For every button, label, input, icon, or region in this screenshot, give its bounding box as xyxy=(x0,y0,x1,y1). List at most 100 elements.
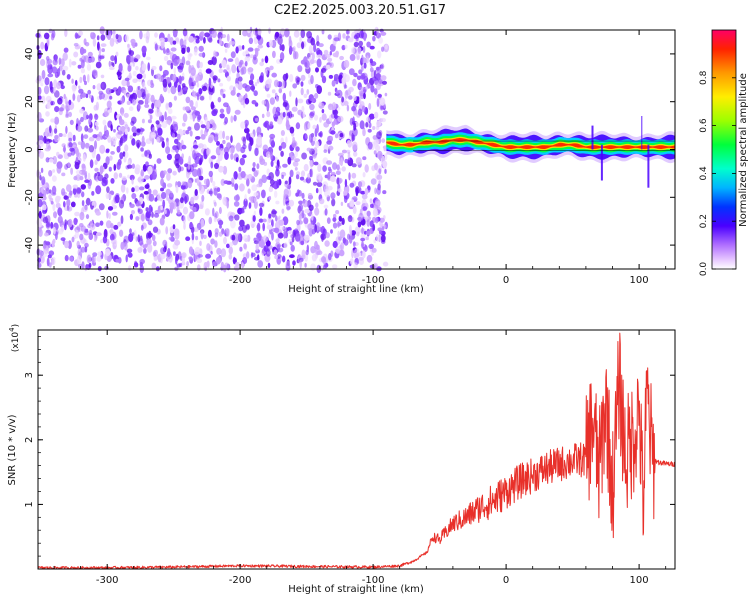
noise-speckle xyxy=(224,180,229,184)
noise-speckle xyxy=(310,246,315,253)
noise-speckle xyxy=(127,44,130,48)
noise-speckle xyxy=(222,197,226,206)
noise-speckle xyxy=(148,109,153,114)
noise-speckle xyxy=(263,235,268,242)
noise-speckle xyxy=(167,183,172,187)
noise-speckle xyxy=(235,46,238,53)
noise-speckle xyxy=(147,62,150,71)
noise-speckle xyxy=(187,47,191,53)
noise-speckle xyxy=(146,207,149,212)
noise-speckle xyxy=(141,225,144,231)
noise-speckle xyxy=(339,56,344,60)
noise-speckle xyxy=(220,113,225,118)
noise-speckle xyxy=(177,210,180,215)
noise-speckle xyxy=(154,168,157,175)
noise-speckle xyxy=(259,207,262,216)
noise-speckle xyxy=(330,229,333,233)
noise-speckle xyxy=(377,98,380,107)
noise-speckle xyxy=(342,150,347,154)
noise-speckle xyxy=(153,189,158,195)
noise-speckle xyxy=(283,197,286,206)
noise-speckle xyxy=(219,68,223,73)
noise-speckle xyxy=(328,104,334,111)
noise-speckle xyxy=(219,232,223,237)
noise-speckle xyxy=(81,225,86,231)
noise-speckle xyxy=(135,164,140,171)
noise-speckle xyxy=(282,164,288,168)
noise-speckle xyxy=(354,42,359,47)
noise-speckle xyxy=(119,63,123,72)
noise-speckle xyxy=(112,63,114,67)
noise-speckle xyxy=(316,55,322,59)
noise-speckle xyxy=(92,252,97,257)
noise-speckle xyxy=(47,64,50,69)
noise-speckle xyxy=(218,97,222,103)
noise-speckle xyxy=(87,255,92,264)
noise-speckle xyxy=(211,110,217,117)
noise-speckle xyxy=(321,256,326,263)
noise-speckle xyxy=(201,231,204,240)
noise-speckle xyxy=(322,76,326,84)
noise-speckle xyxy=(202,86,207,92)
spectrogram-x-tick-label: -200 xyxy=(229,275,252,286)
noise-speckle xyxy=(311,214,314,221)
noise-speckle xyxy=(300,177,304,181)
noise-speckle xyxy=(93,85,96,89)
noise-speckle xyxy=(269,186,273,192)
noise-speckle xyxy=(116,135,121,139)
noise-speckle xyxy=(132,164,135,169)
noise-speckle xyxy=(281,130,285,136)
noise-speckle xyxy=(132,99,136,106)
noise-speckle xyxy=(162,121,168,128)
noise-speckle xyxy=(55,55,58,63)
noise-speckle xyxy=(49,158,54,162)
noise-speckle xyxy=(139,186,145,190)
noise-speckle xyxy=(334,113,338,119)
noise-speckle xyxy=(231,64,236,73)
noise-speckle xyxy=(115,259,119,263)
noise-speckle xyxy=(345,85,348,89)
noise-speckle xyxy=(142,46,147,54)
noise-speckle xyxy=(303,200,309,208)
noise-speckle xyxy=(296,80,299,85)
noise-speckle xyxy=(243,137,246,146)
noise-speckle xyxy=(227,76,231,82)
noise-speckle xyxy=(253,162,256,167)
noise-speckle xyxy=(40,82,43,86)
noise-speckle xyxy=(260,72,264,80)
noise-speckle xyxy=(365,86,368,90)
noise-speckle xyxy=(122,90,126,94)
noise-speckle xyxy=(230,116,233,123)
noise-speckle xyxy=(295,193,299,197)
noise-speckle xyxy=(75,162,80,169)
noise-speckle xyxy=(137,90,141,99)
noise-speckle xyxy=(176,185,179,193)
noise-speckle xyxy=(235,110,241,115)
noise-speckle xyxy=(349,201,352,207)
noise-speckle xyxy=(353,206,357,214)
noise-speckle xyxy=(229,215,234,221)
noise-speckle xyxy=(222,131,225,139)
noise-speckle xyxy=(361,227,364,234)
noise-speckle xyxy=(83,154,86,162)
noise-speckle xyxy=(367,255,373,263)
noise-speckle xyxy=(73,52,78,58)
noise-speckle xyxy=(131,210,135,214)
noise-speckle xyxy=(348,37,354,42)
noise-speckle xyxy=(197,82,200,88)
noise-speckle xyxy=(309,205,314,211)
noise-speckle xyxy=(227,34,230,42)
noise-speckle xyxy=(269,40,273,48)
noise-speckle xyxy=(210,238,215,244)
noise-speckle xyxy=(151,212,154,218)
snr-y-tick-label: 2 xyxy=(24,437,35,443)
noise-speckle xyxy=(380,105,383,110)
noise-speckle xyxy=(119,200,124,209)
noise-speckle xyxy=(52,175,57,182)
noise-speckle xyxy=(49,125,52,133)
noise-speckle xyxy=(219,37,222,45)
noise-speckle xyxy=(284,242,288,248)
noise-speckle xyxy=(210,162,213,169)
signal-spike xyxy=(641,116,642,150)
noise-speckle xyxy=(88,118,91,125)
